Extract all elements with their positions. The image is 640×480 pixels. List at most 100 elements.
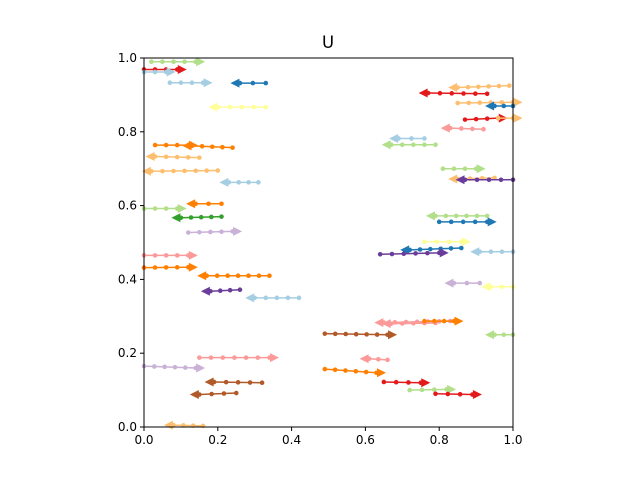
data-point [185,230,191,235]
data-point [461,91,466,96]
data-point [472,219,478,225]
direction-marker [461,237,471,247]
series-39 [422,237,471,247]
data-point [453,213,459,219]
data-point [167,80,173,86]
data-point [193,168,198,174]
data-point [209,214,214,220]
direction-marker [188,250,198,260]
data-point [413,251,418,256]
data-point [498,177,504,183]
data-point [499,249,505,255]
series-40 [400,245,464,255]
data-point [227,104,233,110]
data-point [163,154,169,160]
data-point [183,365,188,370]
series-24 [164,420,206,430]
direction-marker [485,101,495,111]
direction-marker [208,102,218,112]
data-point [499,284,505,290]
data-point [465,84,471,90]
data-point [470,126,475,132]
direction-marker [389,133,399,143]
data-point [411,321,416,326]
series-20 [197,353,279,363]
data-point [445,391,451,397]
data-point [501,103,507,109]
y-tick-label: 0.0 [118,420,137,434]
data-point [422,318,427,324]
series-8 [145,152,202,162]
data-point [343,368,348,373]
data-point [235,380,241,385]
data-point [285,295,291,301]
data-point [221,391,227,396]
data-point [376,356,381,362]
direction-marker [381,140,391,150]
data-point [152,69,158,75]
data-point [182,168,187,174]
direction-marker [513,97,523,107]
data-point [448,219,454,225]
series-line [457,84,510,89]
data-point [188,215,194,220]
data-point [443,213,449,219]
data-point [162,364,167,370]
series-4 [167,78,213,88]
series-0 [230,78,269,88]
direction-marker [200,286,210,296]
data-point [459,126,464,131]
data-point [322,366,328,372]
series-line [210,288,240,292]
data-point [374,332,380,337]
direction-marker [196,57,206,67]
data-point [219,201,224,207]
direction-marker [166,67,176,77]
direction-marker [470,247,480,257]
direction-marker [421,378,431,388]
data-point [182,59,187,64]
data-point [407,387,412,393]
series-line [435,393,473,396]
data-point [296,295,302,301]
data-point [256,273,262,279]
data-point [496,83,502,89]
direction-marker [196,363,206,373]
data-point [486,84,491,89]
plot-frame [143,57,514,428]
series-23 [189,390,239,400]
data-point [400,321,405,326]
data-point [200,423,206,429]
data-point [274,295,280,301]
series-36 [455,175,516,185]
data-point [163,142,169,148]
direction-marker [388,330,398,340]
data-point [462,117,468,122]
data-point [171,168,176,174]
series-line [464,117,499,121]
series-line [143,365,196,369]
data-point [174,265,180,270]
data-point [400,142,405,148]
data-point [484,91,490,97]
series-44 [481,282,516,292]
data-point [459,245,464,251]
data-point [484,213,490,219]
series-9 [141,166,221,176]
direction-marker [233,226,243,236]
data-point [381,379,387,385]
data-point [433,391,438,397]
data-point [197,229,202,235]
series-53 [407,384,457,394]
data-point [464,213,469,219]
data-point [220,355,226,360]
data-point [462,166,468,171]
data-point [172,364,178,370]
series-line [199,392,237,396]
direction-marker [182,141,192,151]
direction-marker [164,420,174,430]
series-line [324,368,377,374]
y-tick-label: 0.4 [118,272,137,286]
direction-marker [448,83,458,93]
data-point [235,273,241,279]
